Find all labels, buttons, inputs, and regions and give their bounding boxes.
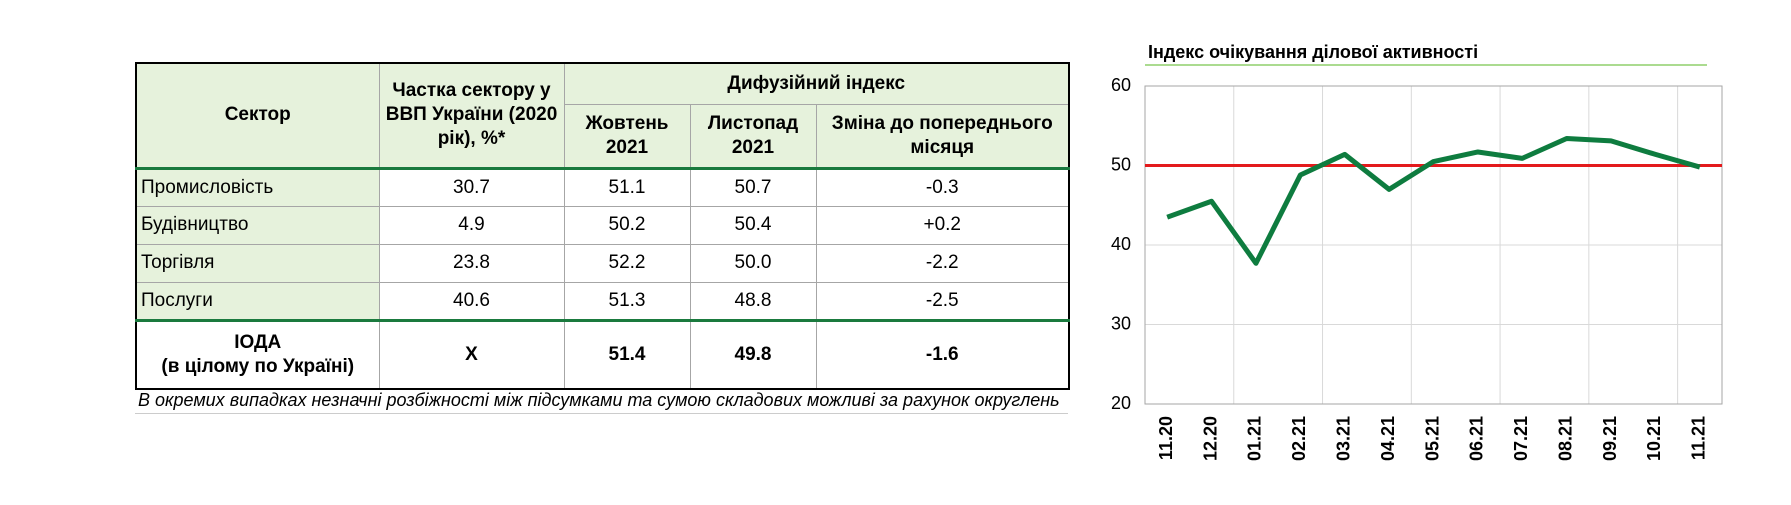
row-label: Будівництво (135, 205, 380, 245)
row-label: Промисловість (135, 166, 380, 207)
footnote: В окремих випадках незначні розбіжності … (135, 388, 1068, 414)
cell: 51.1 (563, 166, 691, 207)
plot-frame (1144, 85, 1723, 405)
cell: 49.8 (689, 318, 817, 390)
header-cell: Жовтень 2021 (563, 103, 691, 169)
cell: 51.3 (563, 281, 691, 321)
x-tick-label: 02.21 (1289, 416, 1309, 461)
header-cell: Дифузійний індекс (563, 62, 1070, 105)
row-label: Торгівля (135, 243, 380, 283)
total-label-line: (в цілому по Україні) (161, 355, 355, 377)
cell: 52.2 (563, 243, 691, 283)
x-tick-label: 11.21 (1689, 416, 1709, 460)
x-tick-label: 11.20 (1156, 416, 1176, 460)
cell: -1.6 (815, 318, 1070, 390)
table-row: Торгівля 23.8 52.2 50.0 -2.2 (135, 243, 1070, 283)
x-tick-label: 03.21 (1333, 416, 1353, 461)
table-body: Промисловість 30.7 51.1 50.7 -0.3 Будівництво… (135, 166, 1070, 321)
x-tick-label: 06.21 (1467, 416, 1487, 461)
chart-title: Індекс очікування ділової активності (1148, 42, 1478, 62)
header-row: Сектор Частка сектору у ВВП України (202… (135, 62, 1070, 169)
x-tick-label: 12.20 (1200, 416, 1220, 461)
cell: 48.8 (689, 281, 817, 321)
series-line (1166, 135, 1701, 266)
y-tick-label: 40 (1111, 234, 1131, 254)
cell: Х (378, 318, 565, 390)
cell: -0.3 (815, 166, 1070, 207)
cell: 50.0 (689, 243, 817, 283)
data-table: Сектор Частка сектору у ВВП України (202… (135, 62, 1070, 390)
cell: 50.2 (563, 205, 691, 245)
table-row: Промисловість 30.7 51.1 50.7 -0.3 (135, 166, 1070, 207)
total-row: ІОДА (в цілому по Україні) Х 51.4 49.8 -1… (135, 318, 1070, 390)
header-cell: Сектор (135, 62, 380, 169)
y-tick-label: 20 (1111, 393, 1131, 413)
cell: -2.5 (815, 281, 1070, 321)
x-tick-label: 01.21 (1245, 416, 1265, 461)
total-label-line: ІОДА (234, 331, 282, 353)
x-tick-label: 08.21 (1555, 416, 1575, 461)
cell: 51.4 (563, 318, 691, 390)
x-tick-label: 10.21 (1644, 416, 1664, 461)
x-tick-label: 05.21 (1422, 416, 1442, 461)
x-tick-label: 09.21 (1600, 416, 1620, 461)
x-tick-label: 07.21 (1511, 416, 1531, 461)
total-label: ІОДА (в цілому по Україні) (135, 318, 380, 390)
table-row: Послуги 40.6 51.3 48.8 -2.5 (135, 281, 1070, 321)
x-tick-label: 04.21 (1378, 416, 1398, 461)
cell: 4.9 (378, 205, 565, 245)
y-tick-label: 30 (1111, 313, 1131, 333)
row-label: Послуги (135, 281, 380, 321)
cell: -2.2 (815, 243, 1070, 283)
y-tick-label: 50 (1111, 154, 1131, 174)
y-tick-label: 60 (1111, 75, 1131, 95)
header-cell: Зміна до попереднього місяця (815, 103, 1070, 169)
header-row: Жовтень 2021 Листопад 2021 Зміна до попе… (136, 103, 1070, 169)
